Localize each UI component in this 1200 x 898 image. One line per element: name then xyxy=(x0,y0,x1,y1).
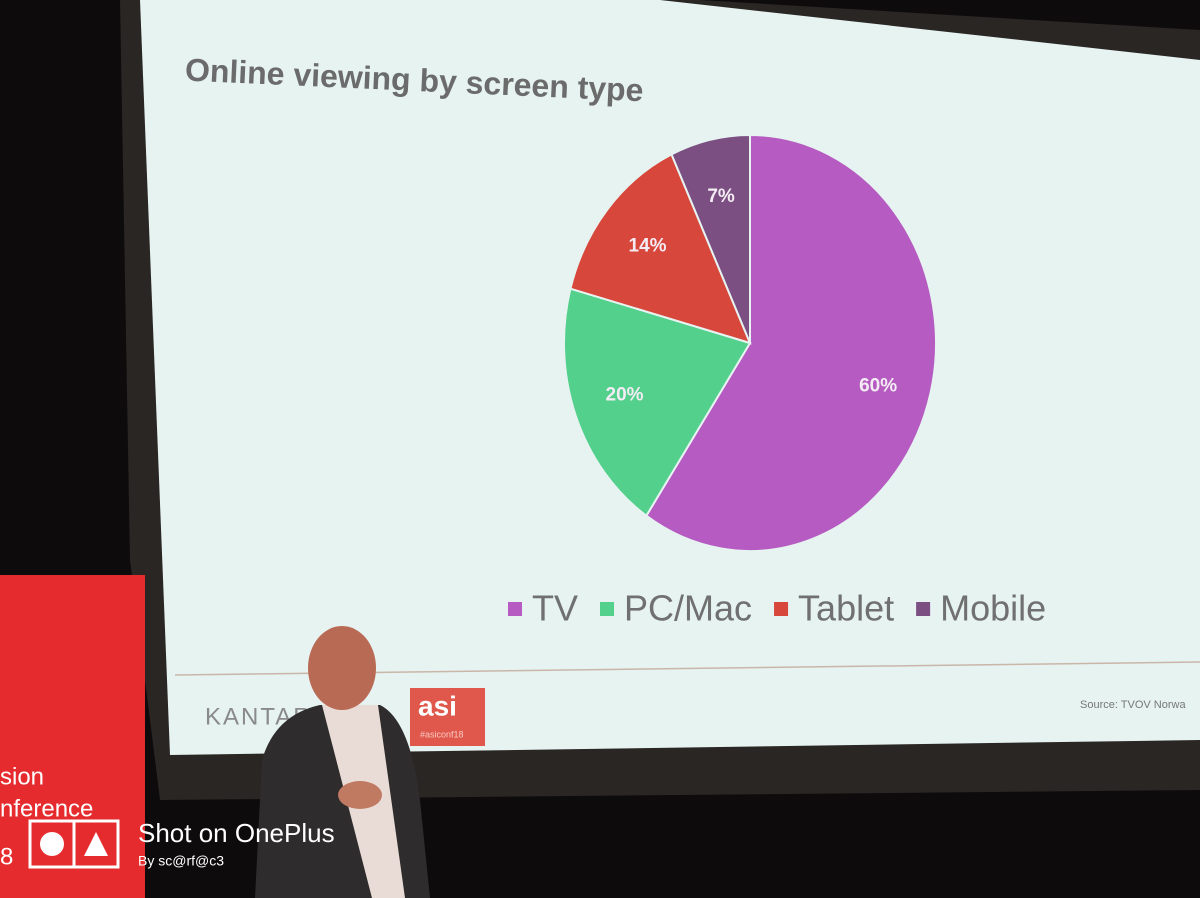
watermark-byline: By sc@rf@c3 xyxy=(138,853,224,869)
badge-box xyxy=(410,688,485,746)
banner-text: sion xyxy=(0,763,44,790)
pie-slice xyxy=(645,133,937,552)
badge: asi xyxy=(418,690,457,721)
hashtag: #asiconf18 xyxy=(420,729,464,739)
data-label: 14% xyxy=(629,236,667,257)
watermark-title: Shot on OnePlus xyxy=(138,818,335,848)
legend-swatch xyxy=(600,602,615,616)
banner-text: 8 xyxy=(0,843,13,870)
pie-slice xyxy=(670,133,751,344)
data-label: 20% xyxy=(606,384,644,405)
banner-text: nference xyxy=(0,795,93,822)
legend-swatch xyxy=(916,602,931,616)
legend-label: Mobile xyxy=(940,588,1046,629)
pie-slice xyxy=(569,153,752,345)
source: Source: TVOV Norwa xyxy=(1080,699,1186,711)
legend-swatch xyxy=(774,602,789,616)
legend-label: PC/Mac xyxy=(624,588,752,629)
legend-label: TV xyxy=(532,588,578,629)
legend-label: Tablet xyxy=(798,588,894,629)
data-label: 60% xyxy=(859,376,897,397)
data-label: 7% xyxy=(707,186,735,207)
legend-swatch xyxy=(508,602,522,616)
pie-slice xyxy=(563,287,752,518)
watermark-icon xyxy=(28,819,120,869)
speaker xyxy=(255,626,430,898)
